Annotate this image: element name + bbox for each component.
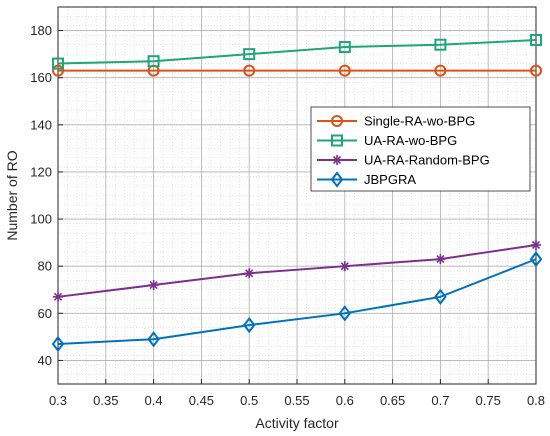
x-tick-label: 0.45	[189, 393, 214, 408]
x-tick-label: 0.6	[336, 393, 354, 408]
data-point-ua-ra-random-bpg	[53, 291, 63, 302]
series-layer	[51, 33, 543, 353]
series-ua-ra-wo-bpg	[52, 33, 542, 70]
data-point-ua-ra-random-bpg	[339, 261, 350, 272]
data-point-single-ra-wo-bpg	[530, 64, 542, 77]
x-tick-label: 0.35	[93, 393, 118, 408]
data-point-ua-ra-random-bpg-stroke	[53, 292, 63, 301]
series-jbpgra	[51, 250, 543, 353]
major-grid	[57, 7, 537, 384]
y-tick-label: 80	[38, 259, 52, 274]
data-point-jbpgra	[51, 335, 65, 353]
y-axis-ticks: 40 60 80 100 120 140 160 180	[30, 23, 63, 368]
series-single-ra-wo-bpg	[52, 64, 542, 77]
x-tick-label: 0.75	[476, 393, 501, 408]
series-line-ua-ra-random-bpg	[57, 243, 537, 298]
legend-item: UA-RA-Random-BPG	[317, 153, 490, 168]
legend-marker-ua-ra-wo-bpg	[331, 134, 343, 147]
legend-item: JBPGRA	[317, 171, 416, 188]
y-tick-label: 180	[30, 23, 52, 38]
data-point-ua-ra-random-bpg-stroke	[149, 280, 158, 290]
data-point-ua-ra-random-bpg	[531, 239, 541, 250]
legend-marker-ua-ra-random-bpg	[332, 155, 342, 165]
legend-marker-jbpgra	[330, 171, 344, 188]
data-point-ua-ra-random-bpg-stroke	[340, 262, 349, 271]
data-point-ua-ra-random-bpg-stroke	[245, 269, 254, 278]
legend-label: UA-RA-Random-BPG	[364, 153, 490, 168]
y-tick-label: 140	[30, 117, 52, 132]
x-tick-label: 0.8	[527, 393, 545, 408]
y-tick-label: 40	[38, 353, 52, 368]
legend-label: JBPGRA	[364, 172, 416, 187]
y-axis-label: Number of RO	[4, 150, 20, 240]
legend: Single-RA-wo-BPG UA-RA-wo-BPG UA-RA-Random…	[310, 106, 531, 192]
series-line-ua-ra-wo-bpg	[57, 38, 537, 65]
data-point-ua-ra-wo-bpg	[338, 41, 351, 54]
data-point-jbpgra	[434, 288, 447, 305]
data-point-ua-ra-wo-bpg	[530, 33, 542, 46]
data-point-ua-ra-wo-bpg	[147, 55, 160, 68]
legend-label: UA-RA-wo-BPG	[364, 133, 457, 148]
x-tick-label: 0.7	[431, 393, 449, 408]
data-point-ua-ra-wo-bpg	[434, 38, 447, 51]
legend-label: Single-RA-wo-BPG	[364, 114, 475, 129]
data-point-ua-ra-wo-bpg	[52, 57, 64, 70]
data-point-jbpgra	[242, 316, 256, 334]
y-tick-label: 100	[30, 212, 52, 227]
data-point-ua-ra-wo-bpg	[243, 48, 256, 61]
legend-marker-ua-ra-random-bpg-stroke	[332, 155, 342, 165]
data-point-jbpgra	[338, 305, 352, 322]
legend-marker-single-ra-wo-bpg	[331, 115, 343, 127]
y-tick-label: 60	[38, 306, 52, 321]
x-tick-label: 0.3	[49, 393, 67, 408]
legend-item: UA-RA-wo-BPG	[317, 133, 457, 148]
data-point-jbpgra	[529, 250, 543, 268]
y-tick-label: 120	[30, 164, 52, 179]
data-point-single-ra-wo-bpg	[52, 64, 64, 77]
x-tick-label: 0.5	[240, 393, 258, 408]
data-point-single-ra-wo-bpg	[434, 64, 447, 77]
y-tick-label: 160	[30, 70, 52, 85]
x-axis-ticks: 0.3 0.35 0.4 0.45 0.5 0.55 0.6 0.65 0.7 0.75 0.8	[49, 379, 545, 408]
legend-item: Single-RA-wo-BPG	[317, 114, 475, 129]
data-point-ua-ra-random-bpg	[244, 268, 255, 279]
data-point-single-ra-wo-bpg	[243, 64, 256, 77]
data-point-ua-ra-random-bpg-stroke	[436, 255, 445, 264]
x-tick-label: 0.4	[145, 393, 163, 408]
data-point-ua-ra-random-bpg	[435, 254, 446, 265]
data-point-ua-ra-random-bpg	[148, 280, 159, 291]
x-tick-label: 0.65	[380, 393, 405, 408]
data-point-jbpgra	[147, 331, 160, 348]
data-point-ua-ra-random-bpg-stroke	[531, 240, 541, 250]
series-ua-ra-random-bpg	[53, 239, 541, 302]
x-tick-label: 0.55	[284, 393, 309, 408]
data-point-single-ra-wo-bpg	[338, 64, 351, 77]
x-axis-label: Activity factor	[255, 415, 339, 431]
series-line-jbpgra	[57, 258, 537, 345]
